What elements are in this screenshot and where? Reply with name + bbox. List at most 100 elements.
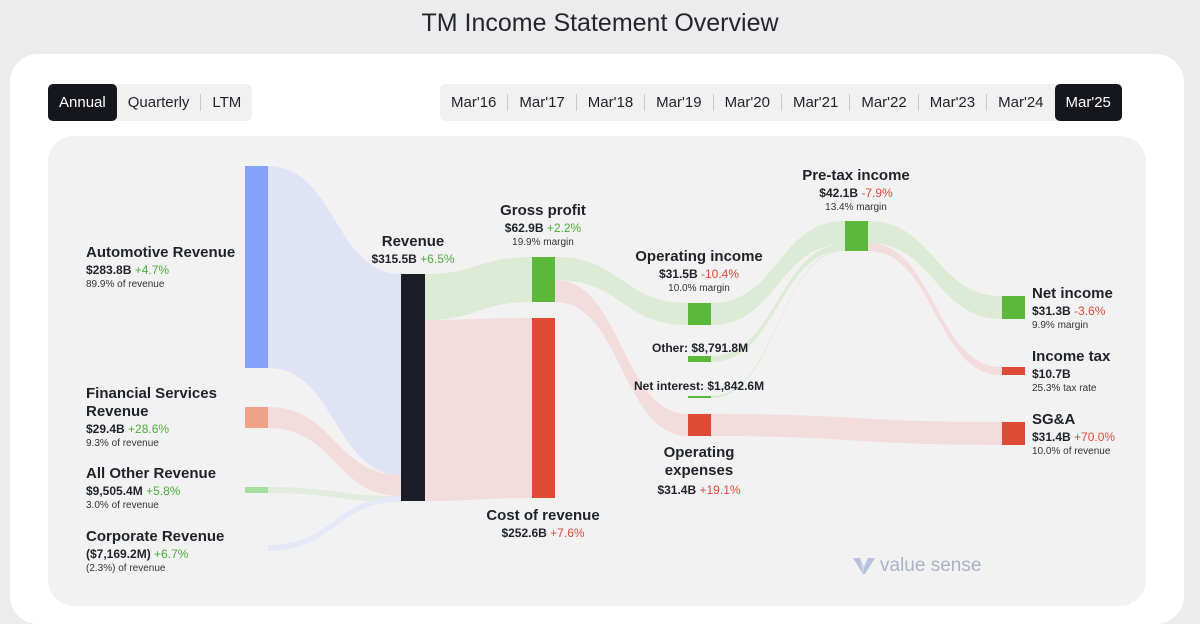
period-divider (917, 94, 919, 111)
label-other-revenue-note: 3.0% of revenue (86, 500, 159, 511)
node-pretax-income (845, 221, 868, 251)
period-divider (780, 94, 782, 111)
label-cost-of-revenue-change: +7.6% (550, 526, 585, 540)
label-financial-value: $29.4B (86, 422, 125, 436)
label-corporate-note: (2.3%) of revenue (86, 563, 166, 574)
sankey-chart-area (48, 136, 1146, 606)
label-revenue: Revenue $315.5B +6.5% (343, 233, 483, 267)
flow-automotive-revenue (268, 166, 401, 475)
label-operating-income-note: 10.0% margin (668, 283, 730, 294)
label-automotive-change: +4.7% (134, 263, 170, 277)
brand-watermark: value sense (852, 555, 981, 577)
label-operating-income-value: $31.5B (658, 267, 698, 281)
node-operating-income (688, 303, 711, 325)
period-divider (575, 94, 577, 111)
label-gross-profit-note: 19.9% margin (512, 237, 574, 248)
label-sga: SG&A $31.4B +70.0% 10.0% of revenue (1032, 411, 1115, 459)
label-income-tax-note: 25.3% tax rate (1032, 383, 1097, 394)
brand-name: value sense (880, 555, 982, 576)
label-corporate: Corporate Revenue ($7,169.2M) +6.7% (2.3… (86, 528, 224, 576)
period-divider (849, 94, 851, 111)
node-cost-of-revenue (532, 318, 555, 498)
label-income-tax-name: Income tax (1032, 348, 1111, 365)
period-divider (644, 94, 646, 111)
node-revenue (401, 274, 425, 501)
node-income-tax (1002, 367, 1025, 375)
label-sga-value: $31.4B (1032, 430, 1071, 444)
node-automotive (245, 166, 268, 368)
period-divider (712, 94, 714, 111)
label-net-income-name: Net income (1032, 285, 1113, 302)
tab-annual[interactable]: Annual (48, 84, 117, 121)
label-net-interest: Net interest: $1,842.6M (634, 379, 765, 393)
label-other-revenue: All Other Revenue $9,505.4M +5.8% 3.0% o… (86, 465, 216, 513)
label-financial-note: 9.3% of revenue (86, 438, 159, 449)
node-other-revenue (245, 487, 268, 493)
label-pretax-income-note: 13.4% margin (825, 202, 887, 213)
label-revenue-change: +6.5% (420, 252, 455, 266)
period-mar23[interactable]: Mar'23 (929, 94, 976, 111)
period-divider (507, 94, 509, 111)
node-financial (245, 407, 268, 428)
label-other: Other: $8,791.8M (652, 341, 749, 355)
label-gross-profit-value: $62.9B (504, 221, 544, 235)
flow-pretax-income-tax (868, 243, 1002, 375)
label-operating-expenses-value: $31.4B (657, 483, 697, 497)
node-net-interest (688, 396, 711, 398)
sankey-svg (245, 166, 1025, 551)
period-mar22[interactable]: Mar'22 (861, 94, 907, 111)
label-financial: Financial Services Revenue $29.4B +28.6%… (86, 385, 236, 451)
flow-operating-income-pretax (711, 221, 845, 325)
period-mar19[interactable]: Mar'19 (656, 94, 702, 111)
label-automotive-value: $283.8B (86, 263, 132, 277)
label-pretax-income-value: $42.1B (819, 186, 858, 200)
label-net-income-note: 9.9% margin (1032, 320, 1089, 331)
label-corporate-name: Corporate Revenue (86, 528, 225, 545)
label-corporate-value: ($7,169.2M) (86, 547, 151, 561)
label-revenue-value: $315.5B (371, 252, 417, 266)
tab-ltm[interactable]: LTM (212, 94, 242, 111)
label-pretax-income-name: Pre-tax income (802, 167, 910, 184)
tab-quarterly[interactable]: Quarterly (127, 94, 190, 111)
flow-revenue-cost (425, 318, 532, 501)
label-pretax-income-change: -7.9% (861, 186, 893, 200)
node-operating-expenses (688, 414, 711, 436)
flow-other-pretax (711, 244, 845, 362)
tab-divider (200, 94, 202, 111)
node-other (688, 356, 711, 362)
label-gross-profit-change: +2.2% (546, 221, 582, 235)
label-gross-profit-name: Gross profit (500, 202, 586, 219)
node-net-income (1002, 296, 1025, 319)
label-income-tax-value: $10.7B (1032, 367, 1071, 381)
label-sga-note: 10.0% of revenue (1032, 446, 1111, 457)
label-corporate-change: +6.7% (154, 547, 189, 561)
label-automotive-name: Automotive Revenue (86, 244, 236, 261)
period-mar21[interactable]: Mar'21 (792, 94, 839, 111)
label-cost-of-revenue-value: $252.6B (501, 526, 547, 540)
label-operating-income-name: Operating income (635, 248, 763, 265)
label-pretax-income: Pre-tax income $42.1B -7.9% 13.4% margin (776, 167, 936, 215)
label-automotive-note: 89.9% of revenue (86, 279, 165, 290)
label-net-interest-value: $1,842.6M (707, 379, 765, 393)
flow-opex-sga (711, 414, 1002, 445)
flow-net-interest-pretax (711, 250, 845, 398)
flow-pretax-net-income (868, 221, 1002, 319)
flow-corporate-revenue (268, 496, 401, 551)
label-automotive: Automotive Revenue $283.8B +4.7% 89.9% o… (86, 244, 235, 292)
period-mar24[interactable]: Mar'24 (998, 94, 1044, 111)
page-title: TM Income Statement Overview (421, 9, 779, 37)
value-sense-logo-icon (853, 558, 875, 574)
label-other-revenue-value: $9,505.4M (86, 484, 143, 498)
period-mar17[interactable]: Mar'17 (519, 94, 565, 111)
label-other-revenue-change: +5.8% (146, 484, 181, 498)
label-income-tax: Income tax $10.7B 25.3% tax rate (1032, 348, 1110, 396)
label-other-name: Other (652, 341, 685, 355)
flow-financial-revenue (268, 407, 401, 496)
period-mar18[interactable]: Mar'18 (587, 94, 634, 111)
period-mar20[interactable]: Mar'20 (724, 94, 770, 111)
period-mar25[interactable]: Mar'25 (1054, 84, 1122, 121)
period-divider (986, 94, 988, 111)
label-operating-income: Operating income $31.5B -10.4% 10.0% mar… (619, 248, 779, 296)
node-sga (1002, 422, 1025, 445)
period-mar16[interactable]: Mar'16 (451, 94, 497, 111)
